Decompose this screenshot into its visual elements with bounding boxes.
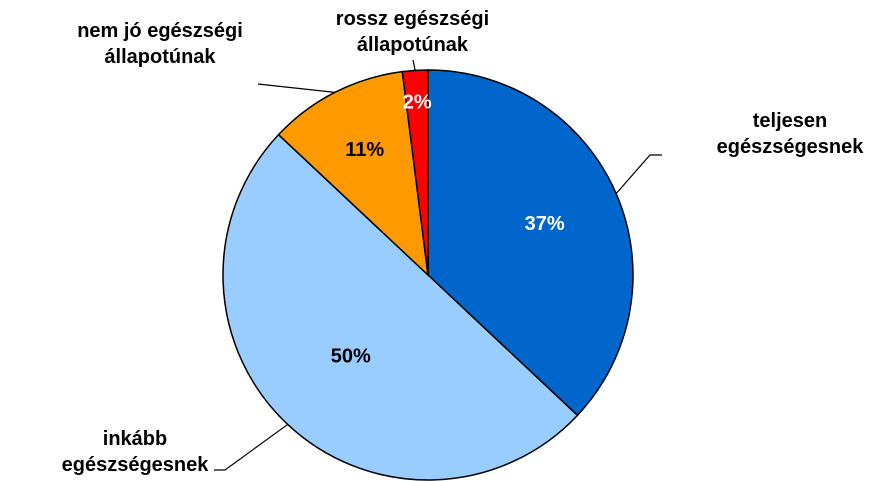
value-label: 2% <box>403 91 432 113</box>
value-label: 50% <box>331 345 371 367</box>
leader-line <box>257 83 335 93</box>
category-label: teljesen egészségesnek <box>716 110 864 158</box>
value-label: 37% <box>525 213 565 235</box>
leader-line <box>214 423 289 471</box>
pie-slice <box>401 69 429 276</box>
category-label: nem jó egészségi állapotúnak <box>77 20 243 68</box>
value-label: 11% <box>345 139 384 161</box>
category-label: inkább egészségesnek <box>61 428 209 476</box>
leader-line <box>615 154 662 194</box>
leader-line <box>412 59 416 71</box>
category-label: rossz egészségi állapotúnak <box>335 8 490 56</box>
